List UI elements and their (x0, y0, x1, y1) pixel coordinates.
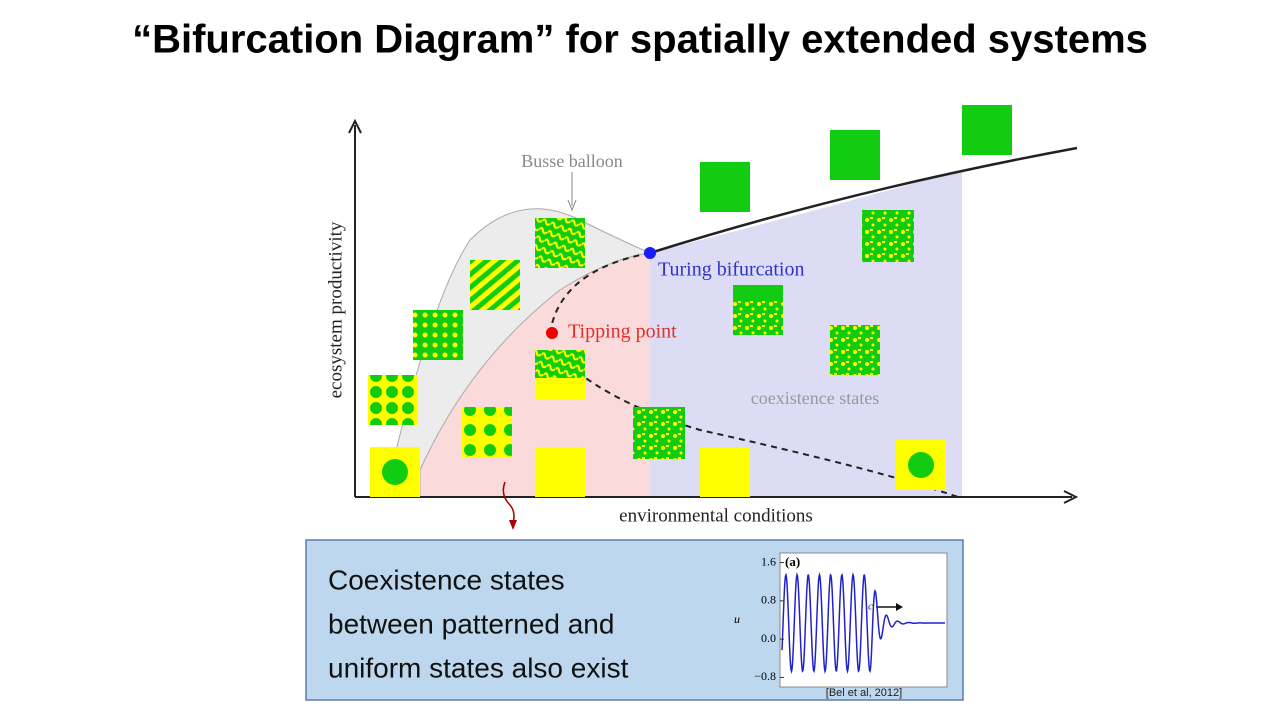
y-axis-label: ecosystem productivity (325, 221, 346, 398)
callout: Coexistence states between patterned and… (305, 539, 964, 701)
inset-y-tick-label: 0.8 (761, 593, 776, 607)
pointer (567, 199, 577, 212)
inset-panel-label: (a) (785, 554, 800, 569)
arrow-head (1063, 490, 1079, 504)
citation: [Bel et al, 2012] (826, 687, 902, 699)
uniform-branch (649, 146, 1078, 255)
busse-balloon (384, 208, 652, 498)
coexistence-label: coexistence states (751, 388, 879, 408)
busse-label: Busse balloon (521, 151, 623, 171)
slide-title: “Bifurcation Diagram” for spatially exte… (132, 18, 1148, 62)
inset-y-tick-label: 1.6 (761, 554, 776, 568)
inset-y-label: u (734, 612, 740, 626)
diagram: Busse balloon Turing bifurcation Tipping… (325, 105, 1079, 530)
callout-text: Coexistence states (328, 564, 565, 595)
inset-annotation: c (868, 601, 873, 613)
callout-text: between patterned and (328, 608, 614, 639)
tipping-point (546, 327, 558, 339)
arrow-head (348, 118, 362, 134)
inset-y-tick-label: 0.0 (761, 631, 776, 645)
inset-y-tick-label: −0.8 (754, 669, 776, 683)
inset-arrow (896, 603, 903, 611)
x-axis-label: environmental conditions (619, 505, 813, 526)
callout-arrow (509, 520, 517, 530)
tipping-label: Tipping point (568, 321, 677, 343)
callout-text: uniform states also exist (328, 652, 629, 683)
inset-wave (781, 571, 945, 675)
callout-arrow (502, 481, 515, 525)
pattern-tiles (368, 105, 1012, 497)
unstable-branch (549, 252, 651, 334)
unstable-branch (552, 349, 959, 498)
turing-label: Turing bifurcation (658, 259, 804, 281)
turing-point (644, 247, 656, 259)
